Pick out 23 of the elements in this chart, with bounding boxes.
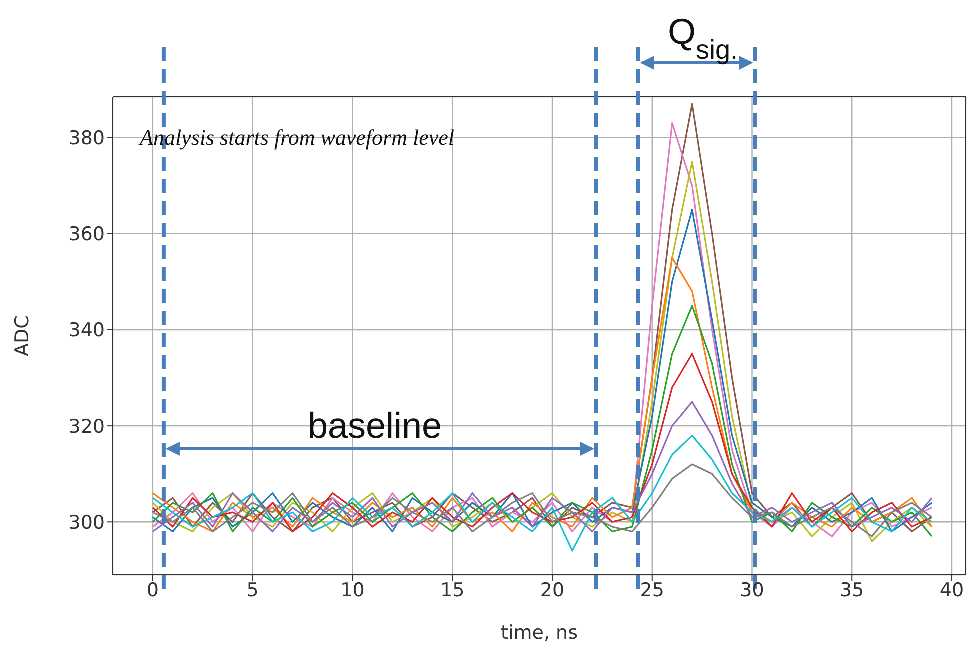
text: Q$_{sig.}$ [668,11,738,65]
y-axis-title: ADC [12,316,34,356]
line-series [152,401,933,533]
x-tick-label: 30 [740,579,764,602]
x-tick-label: 35 [840,579,864,602]
line-series [152,353,933,533]
y-tick-label: 320 [68,416,105,438]
line-series [152,305,933,538]
y-tick-label: 380 [68,128,105,150]
line-series [152,464,933,538]
y-tick-label: 300 [68,512,105,534]
y-tick-label: 360 [68,224,105,246]
x-axis-title: time, ns [501,622,578,644]
annotation: baseline [308,405,442,446]
x-tick-label: 5 [246,579,259,602]
x-tick-label: 10 [340,579,365,602]
x-tick-label: 40 [940,579,964,602]
x-tick-label: 20 [540,579,565,602]
annotation: Analysis starts from waveform level [138,125,454,150]
x-tick-label: 0 [146,579,159,602]
x-tick-label: 15 [440,579,465,602]
x-tick-label: 25 [640,579,664,602]
y-tick-label: 340 [68,320,105,342]
